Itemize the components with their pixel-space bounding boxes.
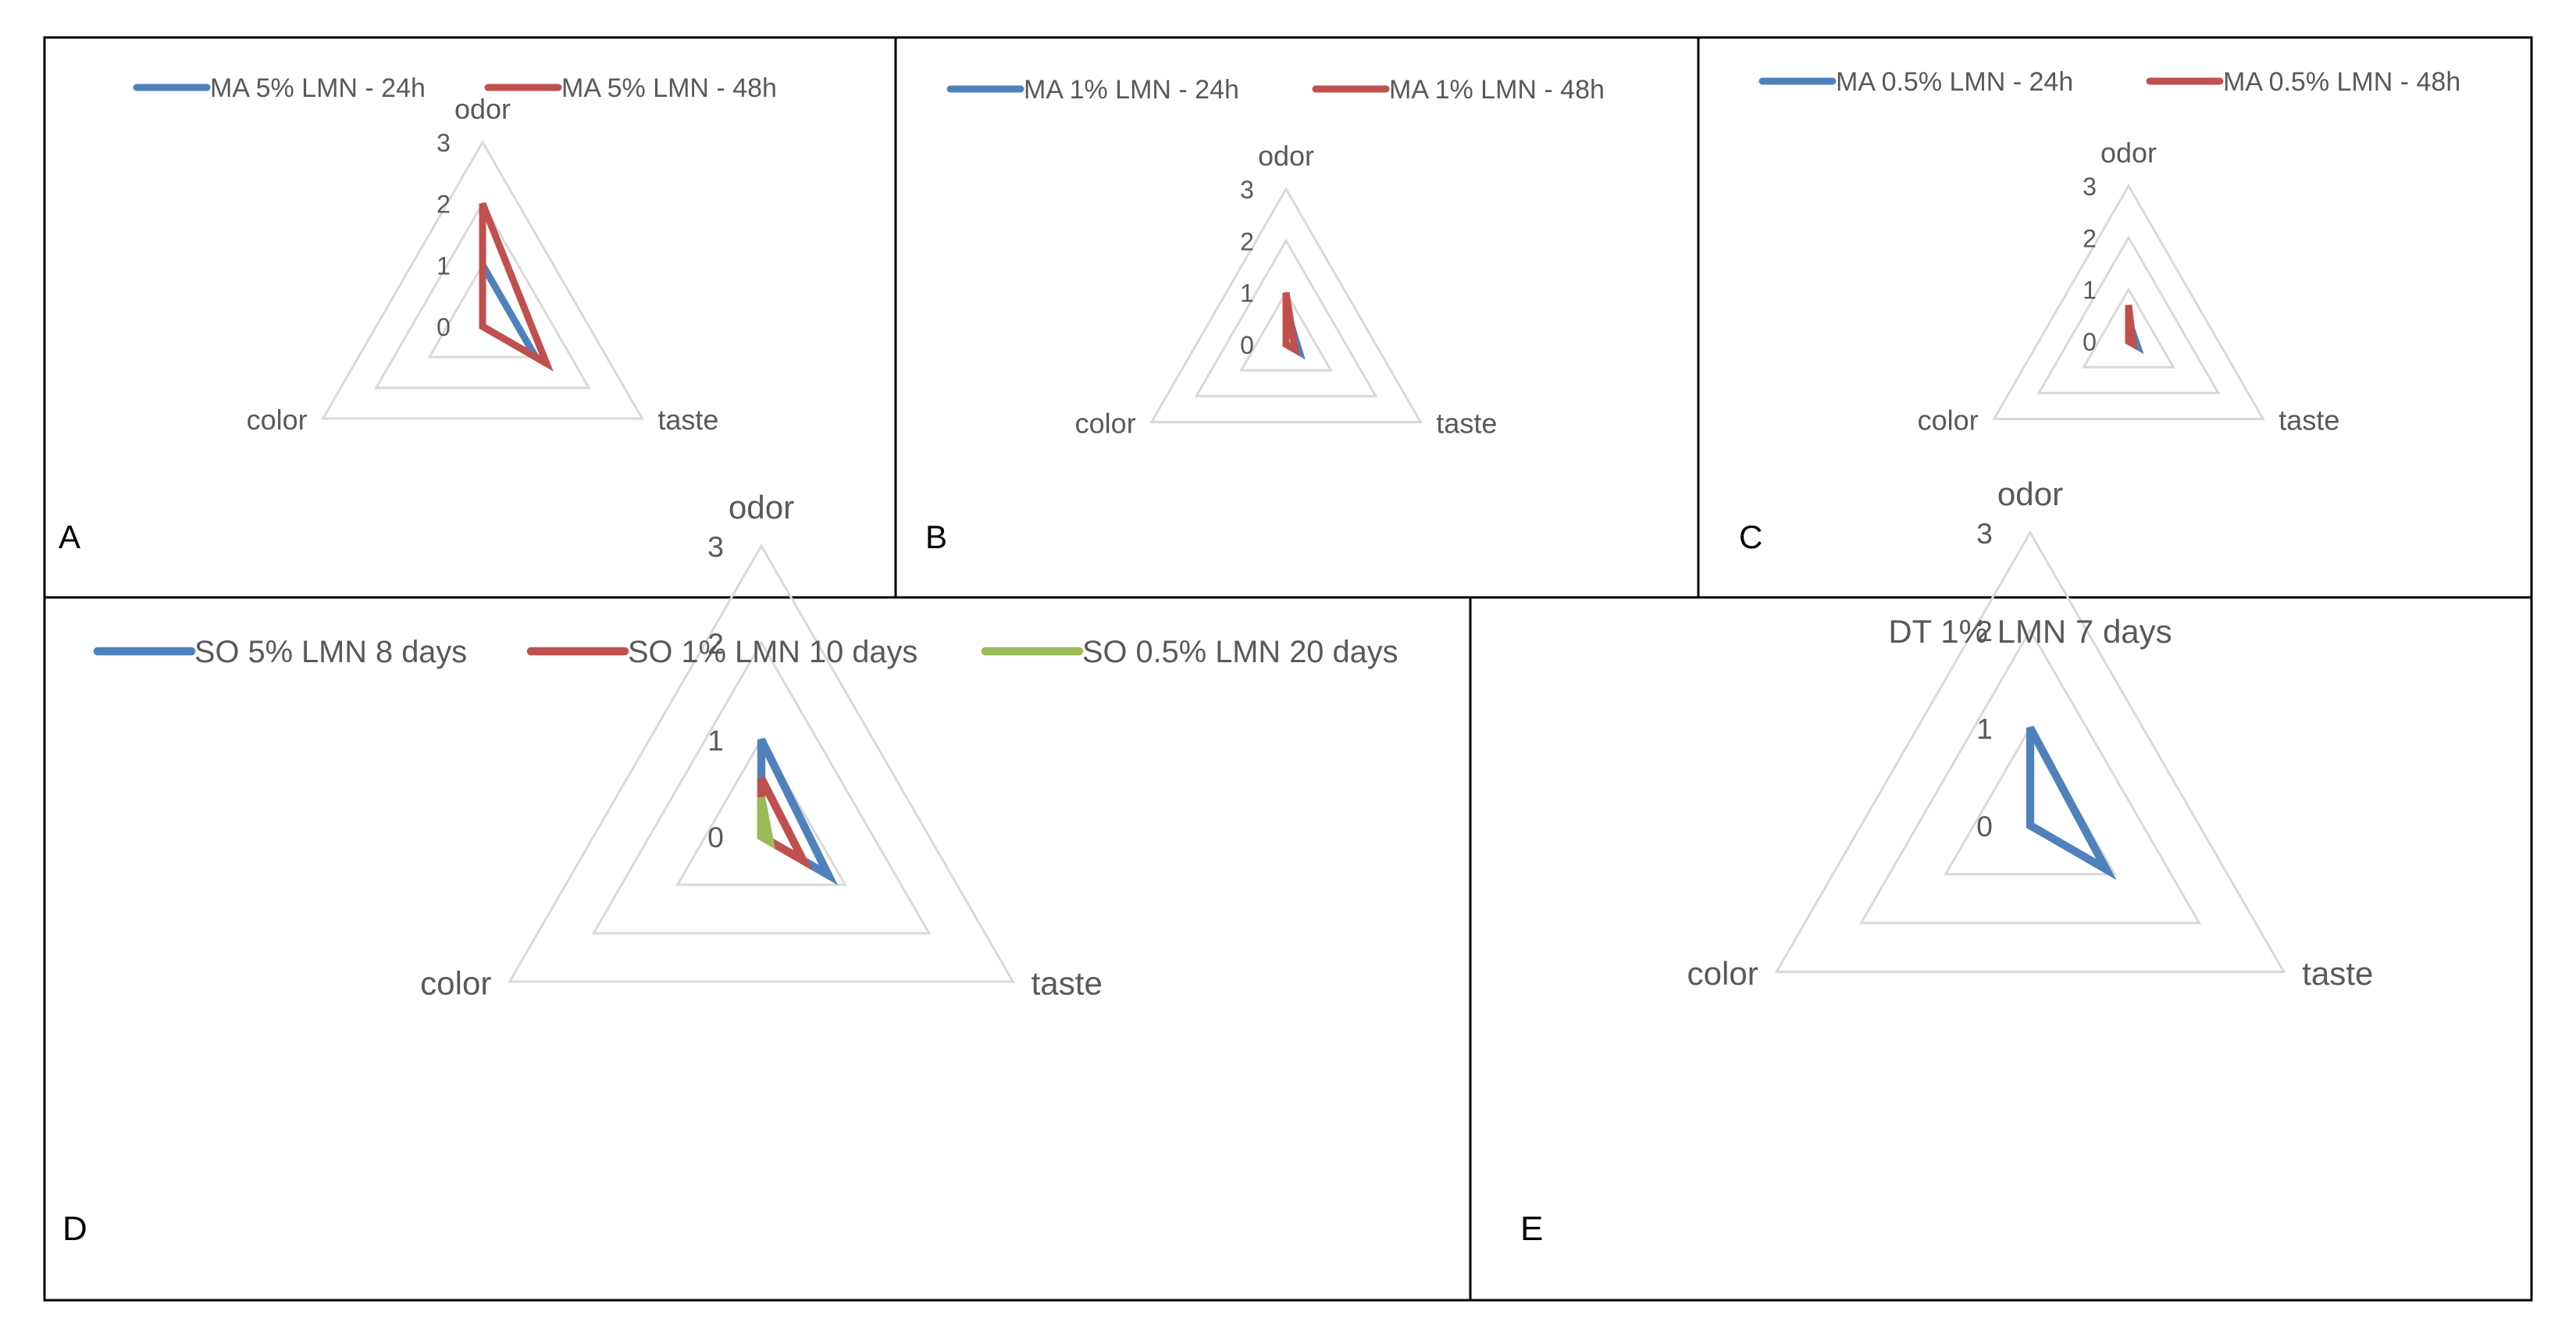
- axis-label-taste: taste: [657, 404, 718, 436]
- axis-label-color: color: [1918, 405, 1979, 437]
- grid-ring: [1774, 530, 2286, 973]
- legend-entry: MA 1% LMN - 24h: [1024, 75, 1239, 105]
- tick-label: 2: [436, 191, 451, 219]
- grid-ring: [374, 201, 591, 390]
- axis-label-color: color: [420, 964, 491, 1001]
- series-line-2: [2125, 305, 2138, 351]
- axis-label-odor: odor: [729, 489, 794, 526]
- grid-ring: [508, 544, 1015, 983]
- panel-borders: [43, 36, 2533, 1302]
- legend-entry: SO 1% LMN 10 days: [628, 635, 917, 669]
- grid-ring: [2036, 235, 2221, 394]
- chart-title: DT 1% LMN 7 days: [1888, 613, 2172, 650]
- panel-label: A: [59, 519, 80, 555]
- grid-ring: [1194, 238, 1378, 397]
- tick-label: 2: [1976, 615, 1993, 647]
- legend-entry: MA 5% LMN - 24h: [210, 73, 426, 103]
- series-line-3: [757, 797, 775, 850]
- tick-label: 1: [2083, 276, 2097, 305]
- panel-label: E: [1520, 1210, 1543, 1248]
- grid-ring: [1239, 290, 1333, 372]
- grid-ring: [591, 640, 932, 935]
- axis-label-odor: odor: [1997, 476, 2063, 512]
- tick-label: 1: [436, 251, 451, 280]
- axis-label-taste: taste: [1031, 964, 1103, 1001]
- tick-label: 2: [707, 627, 724, 660]
- axis-label-color: color: [247, 404, 308, 436]
- axis-label-odor: odor: [2100, 137, 2157, 169]
- tick-label: 2: [2083, 224, 2097, 252]
- tick-label: 3: [1976, 517, 1993, 550]
- grid-ring: [675, 737, 847, 886]
- series-line-2: [479, 202, 554, 372]
- tick-label: 0: [1240, 331, 1254, 359]
- axis-label-color: color: [1075, 408, 1136, 440]
- grid-ring: [321, 140, 644, 420]
- tick-label: 0: [436, 313, 451, 341]
- tick-label: 3: [2083, 173, 2097, 201]
- legend-entry: MA 0.5% LMN - 24h: [1836, 67, 2073, 97]
- tick-label: 1: [1240, 280, 1254, 308]
- series-line-2: [1282, 291, 1300, 357]
- series-line-1: [2026, 725, 2117, 880]
- legend-entry: MA 5% LMN - 48h: [561, 73, 777, 103]
- legend-entry: SO 5% LMN 8 days: [194, 635, 467, 669]
- grid-ring: [2082, 287, 2175, 369]
- grid-ring: [1992, 183, 2265, 420]
- axis-label-taste: taste: [2302, 955, 2373, 992]
- panel-label: D: [62, 1210, 87, 1248]
- panel-label: B: [925, 519, 947, 555]
- figure-frame: [43, 36, 2533, 1302]
- axis-label-odor: odor: [454, 93, 511, 125]
- axis-label-taste: taste: [2278, 405, 2339, 437]
- tick-label: 1: [1976, 712, 1993, 745]
- tick-label: 3: [1240, 176, 1254, 204]
- tick-label: 0: [707, 821, 724, 854]
- panel-label: C: [1739, 519, 1762, 555]
- axis-label-taste: taste: [1436, 408, 1497, 440]
- tick-label: 2: [1240, 227, 1254, 255]
- tick-label: 3: [707, 530, 724, 563]
- grid-ring: [1149, 186, 1423, 423]
- tick-label: 0: [2083, 328, 2097, 356]
- legend-entry: MA 0.5% LMN - 48h: [2223, 67, 2460, 97]
- axis-label-color: color: [1687, 955, 1758, 992]
- tick-label: 0: [1976, 810, 1993, 843]
- axis-label-odor: odor: [1258, 140, 1314, 172]
- grid-ring: [1858, 627, 2202, 925]
- legend-entry: MA 1% LMN - 48h: [1389, 75, 1605, 105]
- legend-entry: SO 0.5% LMN 20 days: [1082, 635, 1398, 669]
- tick-label: 3: [436, 129, 451, 157]
- tick-label: 1: [707, 724, 724, 757]
